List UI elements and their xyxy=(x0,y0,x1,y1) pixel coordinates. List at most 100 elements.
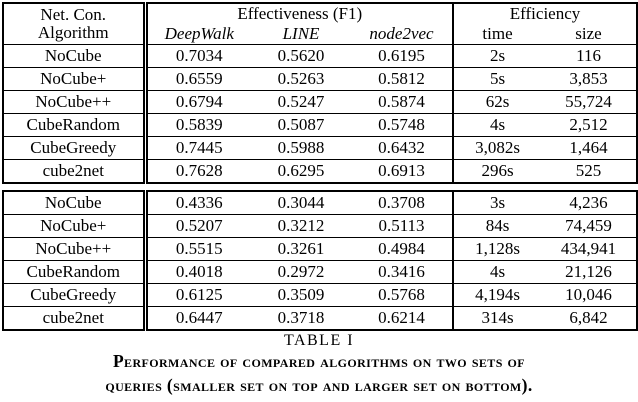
table-row: NoCube 0.7034 0.5620 0.6195 2s 116 xyxy=(3,44,638,68)
table-row: CubeRandom 0.5839 0.5087 0.5748 4s 2,512 xyxy=(3,113,638,137)
f1-deepwalk-cell: 0.5515 xyxy=(145,237,251,261)
size-cell: 3,853 xyxy=(541,67,638,91)
algorithm-cell: cube2net xyxy=(3,306,148,330)
f1-deepwalk-cell: 0.4018 xyxy=(145,260,251,284)
time-cell: 62s xyxy=(452,90,542,114)
f1-node2vec-cell: 0.4984 xyxy=(351,237,453,261)
size-cell: 6,842 xyxy=(541,306,637,330)
f1-line-cell: 0.3509 xyxy=(251,283,351,307)
algorithm-cell: NoCube++ xyxy=(3,90,148,114)
f1-line-cell: 0.3212 xyxy=(251,214,351,238)
f1-line-cell: 0.5247 xyxy=(251,90,351,114)
f1-line-cell: 0.2972 xyxy=(251,260,351,284)
table-label: TABLE I xyxy=(283,332,355,349)
f1-deepwalk-cell: 0.7034 xyxy=(145,44,251,68)
f1-node2vec-cell: 0.5874 xyxy=(351,90,454,114)
algorithm-cell: CubeRandom xyxy=(3,260,148,284)
f1-node2vec-cell: 0.6214 xyxy=(351,306,453,330)
size-cell: 525 xyxy=(541,159,638,183)
f1-node2vec-cell: 0.6913 xyxy=(351,159,454,183)
algorithm-cell: NoCube++ xyxy=(3,237,148,261)
f1-line-cell: 0.5087 xyxy=(251,113,351,137)
time-cell: 4s xyxy=(452,113,542,137)
time-cell: 314s xyxy=(452,306,541,330)
time-cell: 2s xyxy=(452,44,542,68)
column-header-size: size xyxy=(575,24,602,44)
algorithm-cell: CubeRandom xyxy=(3,113,148,137)
f1-line-cell: 0.3261 xyxy=(251,237,351,261)
size-cell: 434,941 xyxy=(541,237,637,261)
algorithm-cell: cube2net xyxy=(3,159,148,183)
f1-node2vec-cell: 0.6432 xyxy=(351,136,454,160)
column-group-effectiveness: Effectiveness (F1) xyxy=(237,4,363,24)
f1-deepwalk-cell: 0.5839 xyxy=(145,113,251,137)
algorithm-cell: CubeGreedy xyxy=(3,283,148,307)
time-cell: 4,194s xyxy=(452,283,541,307)
f1-node2vec-cell: 0.3416 xyxy=(351,260,453,284)
size-cell: 1,464 xyxy=(541,136,638,160)
f1-deepwalk-cell: 0.5207 xyxy=(145,214,251,238)
table-row: CubeGreedy 0.7445 0.5988 0.6432 3,082s 1… xyxy=(3,136,638,160)
f1-node2vec-cell: 0.5113 xyxy=(351,214,453,238)
time-cell: 296s xyxy=(452,159,542,183)
results-table-bottom: NoCube 0.4336 0.3044 0.3708 3s 4,236 NoC… xyxy=(2,190,638,331)
f1-node2vec-cell: 0.3708 xyxy=(351,190,453,215)
table-row-best: cube2net 0.6447 0.3718 0.6214 314s 6,842 xyxy=(3,306,637,330)
algorithm-cell: CubeGreedy xyxy=(3,136,148,160)
f1-line-cell: 0.5263 xyxy=(251,67,351,91)
f1-deepwalk-cell: 0.7628 xyxy=(145,159,251,183)
time-cell: 3s xyxy=(452,190,541,215)
size-cell: 2,512 xyxy=(541,113,638,137)
f1-deepwalk-cell: 0.7445 xyxy=(145,136,251,160)
table-row: CubeRandom 0.4018 0.2972 0.3416 4s 21,12… xyxy=(3,260,637,284)
size-cell: 116 xyxy=(541,44,638,68)
time-cell: 3,082s xyxy=(452,136,542,160)
table-caption-line1: Performance of compared algorithms on tw… xyxy=(112,351,526,371)
size-cell: 10,046 xyxy=(541,283,637,307)
results-table-top: Net. Con. Algorithm Effectiveness (F1) E… xyxy=(2,2,638,184)
time-cell: 1,128s xyxy=(452,237,541,261)
time-cell: 84s xyxy=(452,214,541,238)
table-row: NoCube+ 0.6559 0.5263 0.5812 5s 3,853 xyxy=(3,67,638,91)
column-group-efficiency: Efficiency xyxy=(452,3,638,24)
f1-deepwalk-cell: 0.6794 xyxy=(145,90,251,114)
f1-deepwalk-cell: 0.4336 xyxy=(145,190,251,215)
header-row-subcolumns: DeepWalk LINE node2vec time size xyxy=(3,24,637,45)
size-cell: 55,724 xyxy=(541,90,638,114)
table-row: NoCube 0.4336 0.3044 0.3708 3s 4,236 xyxy=(3,190,637,215)
f1-line-cell: 0.5988 xyxy=(251,136,351,160)
column-header-node2vec: node2vec xyxy=(369,24,434,44)
table-caption: Performance of compared algorithms on tw… xyxy=(0,349,638,397)
f1-deepwalk-cell: 0.6447 xyxy=(145,306,251,330)
column-header-algorithm: Net. Con. Algorithm xyxy=(3,3,148,45)
size-cell: 4,236 xyxy=(541,190,637,215)
header-row-groups: Net. Con. Algorithm Effectiveness (F1) E… xyxy=(3,3,638,45)
table-row: NoCube+ 0.5207 0.3212 0.5113 84s 74,459 xyxy=(3,214,637,238)
f1-line-cell: 0.3044 xyxy=(251,190,351,215)
f1-line-cell: 0.5620 xyxy=(251,44,351,68)
column-header-line: LINE xyxy=(282,24,320,44)
table-row-best: cube2net 0.7628 0.6295 0.6913 296s 525 xyxy=(3,159,638,183)
algorithm-cell: NoCube xyxy=(3,44,148,68)
f1-line-cell: 0.3718 xyxy=(251,306,351,330)
algorithm-cell: NoCube+ xyxy=(3,67,148,91)
f1-deepwalk-cell: 0.6559 xyxy=(145,67,251,91)
f1-node2vec-cell: 0.5748 xyxy=(351,113,454,137)
time-cell: 5s xyxy=(452,67,542,91)
f1-node2vec-cell: 0.6195 xyxy=(351,44,454,68)
f1-deepwalk-cell: 0.6125 xyxy=(145,283,251,307)
time-cell: 4s xyxy=(452,260,541,284)
header-algorithm-line1: Net. Con. xyxy=(40,5,107,25)
table-row: NoCube++ 0.6794 0.5247 0.5874 62s 55,724 xyxy=(3,90,638,114)
table-caption-line2: queries (smaller set on top and larger s… xyxy=(105,375,533,395)
algorithm-cell: NoCube+ xyxy=(3,214,148,238)
column-header-time: time xyxy=(452,24,542,45)
table-row: NoCube++ 0.5515 0.3261 0.4984 1,128s 434… xyxy=(3,237,637,261)
f1-line-cell: 0.6295 xyxy=(251,159,351,183)
size-cell: 21,126 xyxy=(541,260,637,284)
column-header-deepwalk: DeepWalk xyxy=(164,24,234,44)
f1-node2vec-cell: 0.5812 xyxy=(351,67,454,91)
size-cell: 74,459 xyxy=(541,214,637,238)
algorithm-cell: NoCube xyxy=(3,190,148,215)
